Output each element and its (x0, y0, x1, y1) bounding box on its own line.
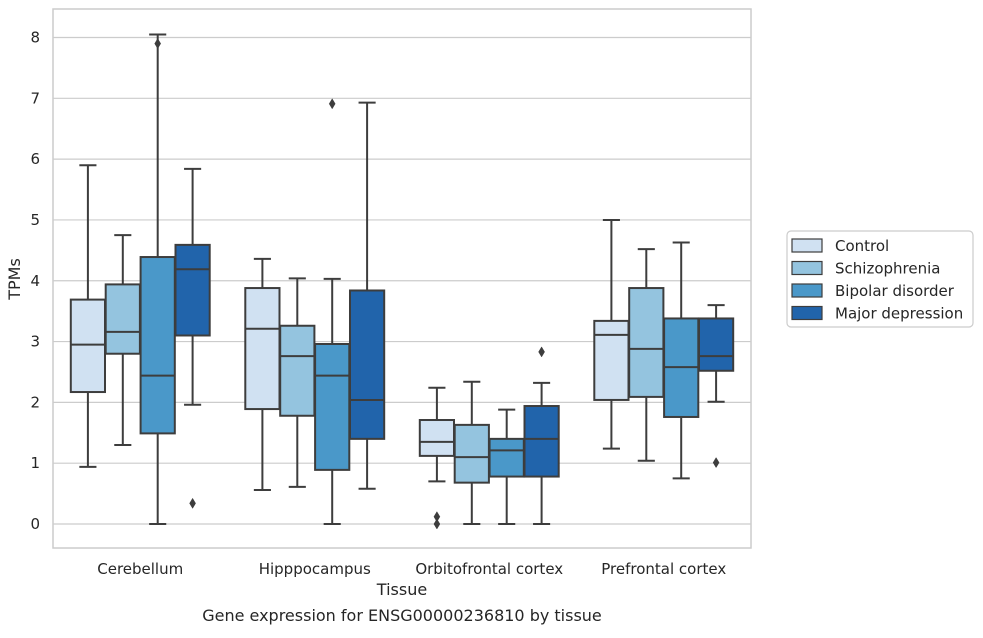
y-tick-label: 6 (30, 150, 40, 168)
outlier-point (189, 497, 196, 509)
plot-frame (52, 8, 752, 549)
legend-label: Bipolar disorder (835, 282, 955, 300)
box-iqr (628, 287, 665, 398)
box-2-2 (488, 408, 525, 525)
outlier-point (712, 457, 720, 469)
box-iqr (104, 283, 141, 355)
box-3-3 (697, 304, 735, 469)
box-0-1 (244, 257, 281, 491)
legend-label: Control (835, 237, 889, 255)
box-1-1 (279, 277, 316, 488)
box-iqr (697, 317, 735, 372)
y-axis-label: TPMs (5, 258, 24, 301)
legend-frame (786, 230, 974, 328)
box-3-1 (348, 101, 386, 490)
box-0-2 (418, 386, 456, 530)
box-iqr (174, 243, 211, 337)
y-tick-label: 5 (30, 211, 40, 229)
box-0-3 (593, 218, 630, 450)
x-tick-label: Cerebellum (97, 560, 183, 578)
outlier-point (328, 98, 336, 110)
y-tick-label: 1 (30, 454, 40, 472)
outlier-point (433, 518, 441, 530)
legend-label: Schizophrenia (835, 260, 940, 278)
legend-label: Major depression (835, 305, 963, 323)
box-iqr (139, 256, 176, 435)
legend: Control Schizophrenia Bipolar disorder Majo… (786, 230, 974, 328)
x-tick-label: Hipppocampus (259, 560, 371, 578)
y-tick-label: 2 (30, 393, 40, 411)
box-iqr (488, 437, 525, 478)
box-iqr (418, 419, 456, 457)
box-2-1 (314, 98, 351, 525)
x-tick-label: Prefrontal cortex (601, 560, 726, 578)
box-3-0 (174, 167, 211, 509)
box-3-2 (523, 346, 560, 525)
box-iqr (593, 319, 630, 401)
x-tick-label: Orbitofrontal cortex (415, 560, 563, 578)
box-iqr (348, 289, 386, 440)
box-0-0 (69, 164, 107, 468)
y-tick-label: 0 (30, 515, 40, 533)
box-iqr (69, 298, 107, 394)
box-iqr (523, 405, 560, 478)
box-1-2 (453, 380, 490, 525)
y-tick-label: 8 (30, 29, 40, 47)
box-2-0 (139, 33, 176, 525)
box-2-3 (663, 241, 700, 480)
outlier-point (538, 346, 545, 358)
y-tick-label: 4 (30, 272, 40, 290)
y-tick-label: 7 (30, 89, 40, 107)
legend-swatch (791, 260, 823, 276)
legend-swatch (791, 305, 823, 321)
box-iqr (279, 324, 316, 417)
y-tick-label: 3 (30, 333, 40, 351)
x-axis-label: Tissue (376, 580, 427, 599)
box-1-3 (628, 248, 665, 462)
box-iqr (314, 342, 351, 471)
box-1-0 (104, 234, 141, 446)
legend-swatch (791, 283, 823, 298)
box-iqr (244, 287, 281, 411)
box-iqr (453, 423, 490, 484)
chart-caption: Gene expression for ENSG00000236810 by t… (202, 606, 602, 625)
outlier-point (154, 38, 161, 50)
legend-swatch (791, 238, 823, 253)
